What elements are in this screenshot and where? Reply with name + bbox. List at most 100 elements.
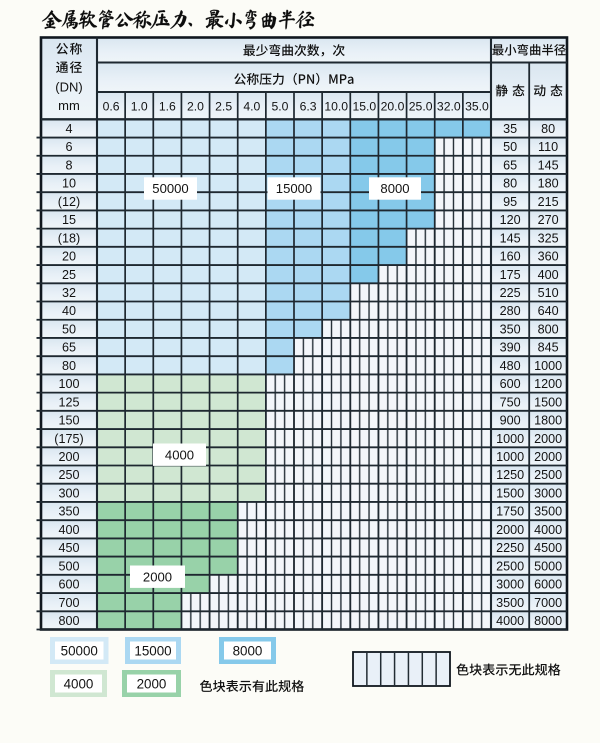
svg-text:390: 390 [500, 341, 521, 355]
svg-text:450: 450 [58, 541, 79, 555]
svg-text:80: 80 [503, 177, 517, 191]
svg-text:15000: 15000 [276, 181, 312, 196]
svg-text:1500: 1500 [496, 486, 524, 500]
svg-text:50: 50 [62, 322, 76, 336]
svg-text:4: 4 [65, 122, 72, 136]
svg-text:6000: 6000 [534, 578, 562, 592]
svg-text:360: 360 [538, 250, 559, 264]
svg-text:1.0: 1.0 [131, 100, 148, 114]
svg-text:2.0: 2.0 [187, 100, 204, 114]
svg-text:750: 750 [500, 395, 521, 409]
svg-text:4000: 4000 [534, 523, 562, 537]
svg-text:600: 600 [500, 377, 521, 391]
svg-text:25.0: 25.0 [409, 100, 433, 114]
svg-text:150: 150 [58, 414, 79, 428]
svg-text:1250: 1250 [496, 468, 524, 482]
svg-text:1000: 1000 [496, 432, 524, 446]
svg-text:8: 8 [65, 158, 72, 172]
svg-text:145: 145 [500, 231, 521, 245]
svg-text:500: 500 [58, 559, 79, 573]
svg-text:1000: 1000 [534, 359, 562, 373]
svg-text:35: 35 [503, 122, 517, 136]
svg-text:480: 480 [500, 359, 521, 373]
svg-text:400: 400 [538, 268, 559, 282]
svg-text:32.0: 32.0 [437, 100, 461, 114]
svg-text:350: 350 [58, 505, 79, 519]
svg-text:5000: 5000 [534, 559, 562, 573]
svg-text:2.5: 2.5 [215, 100, 232, 114]
svg-text:1800: 1800 [534, 414, 562, 428]
svg-text:50: 50 [503, 140, 517, 154]
svg-text:15: 15 [62, 213, 76, 227]
svg-text:180: 180 [538, 177, 559, 191]
svg-text:80: 80 [62, 359, 76, 373]
svg-text:4000: 4000 [64, 676, 94, 691]
svg-text:(12): (12) [58, 195, 80, 209]
svg-text:900: 900 [500, 414, 521, 428]
svg-text:10: 10 [62, 177, 76, 191]
svg-text:10.0: 10.0 [324, 100, 348, 114]
svg-text:640: 640 [538, 304, 559, 318]
svg-text:100: 100 [58, 377, 79, 391]
svg-text:15000: 15000 [134, 643, 171, 658]
svg-text:700: 700 [58, 596, 79, 610]
svg-text:25: 25 [62, 268, 76, 282]
svg-text:15.0: 15.0 [352, 100, 376, 114]
svg-text:3500: 3500 [496, 596, 524, 610]
svg-text:350: 350 [500, 322, 521, 336]
svg-text:1200: 1200 [534, 377, 562, 391]
svg-text:20: 20 [62, 250, 76, 264]
svg-text:80: 80 [541, 122, 555, 136]
svg-text:0.6: 0.6 [103, 100, 120, 114]
svg-text:2000: 2000 [534, 450, 562, 464]
svg-text:35.0: 35.0 [465, 100, 489, 114]
svg-text:400: 400 [58, 523, 79, 537]
svg-text:5.0: 5.0 [271, 100, 288, 114]
svg-text:6.3: 6.3 [300, 100, 317, 114]
svg-text:8000: 8000 [380, 181, 409, 196]
svg-text:800: 800 [58, 614, 79, 628]
svg-text:280: 280 [500, 304, 521, 318]
svg-text:50000: 50000 [61, 643, 98, 658]
svg-text:845: 845 [538, 341, 559, 355]
svg-text:2000: 2000 [534, 432, 562, 446]
svg-text:325: 325 [538, 231, 559, 245]
svg-text:1750: 1750 [496, 505, 524, 519]
svg-text:(DN): (DN) [55, 80, 82, 95]
svg-text:3000: 3000 [534, 486, 562, 500]
svg-text:95: 95 [503, 195, 517, 209]
svg-text:1500: 1500 [534, 395, 562, 409]
svg-text:145: 145 [538, 158, 559, 172]
svg-text:(175): (175) [54, 432, 83, 446]
svg-text:175: 175 [500, 268, 521, 282]
svg-text:65: 65 [503, 158, 517, 172]
svg-text:250: 250 [58, 468, 79, 482]
svg-text:1000: 1000 [496, 450, 524, 464]
svg-text:2000: 2000 [496, 523, 524, 537]
svg-text:215: 215 [538, 195, 559, 209]
svg-text:8000: 8000 [534, 614, 562, 628]
svg-text:600: 600 [58, 578, 79, 592]
svg-text:800: 800 [538, 322, 559, 336]
svg-text:40: 40 [62, 304, 76, 318]
svg-text:200: 200 [58, 450, 79, 464]
svg-text:(18): (18) [58, 231, 80, 245]
svg-text:3500: 3500 [534, 505, 562, 519]
svg-text:mm: mm [58, 98, 80, 113]
svg-text:270: 270 [538, 213, 559, 227]
svg-text:50000: 50000 [152, 181, 188, 196]
svg-text:3000: 3000 [496, 578, 524, 592]
svg-text:2500: 2500 [496, 559, 524, 573]
svg-text:4000: 4000 [496, 614, 524, 628]
svg-text:32: 32 [62, 286, 76, 300]
svg-text:225: 225 [500, 286, 521, 300]
svg-text:120: 120 [500, 213, 521, 227]
svg-text:2500: 2500 [534, 468, 562, 482]
svg-text:8000: 8000 [233, 643, 263, 658]
svg-text:1.6: 1.6 [159, 100, 176, 114]
svg-text:6: 6 [65, 140, 72, 154]
svg-text:4.0: 4.0 [243, 100, 260, 114]
svg-text:65: 65 [62, 341, 76, 355]
svg-text:4500: 4500 [534, 541, 562, 555]
svg-text:110: 110 [538, 140, 558, 154]
